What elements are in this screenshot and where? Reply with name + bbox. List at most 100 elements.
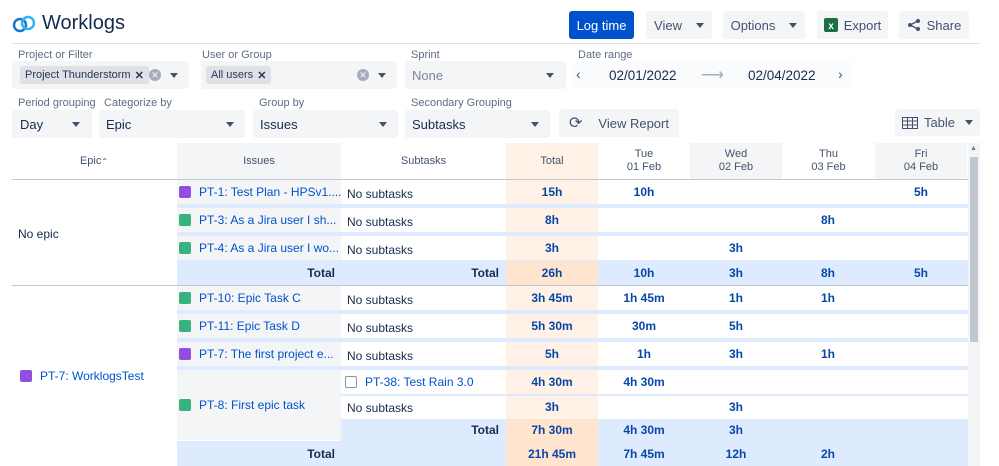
share-button-label: Share xyxy=(926,17,962,33)
table-row-issue[interactable]: PT-11: Epic Task D xyxy=(177,314,341,338)
day-cell xyxy=(875,314,967,338)
secondary-grouping-select[interactable]: Subtasks xyxy=(405,110,550,138)
prev-period-icon[interactable]: ‹ xyxy=(576,66,581,82)
group-by-select[interactable]: Issues xyxy=(253,110,398,138)
issue-link[interactable]: PT-4: As a Jira user I wo... xyxy=(199,241,340,255)
epic-link[interactable]: PT-7: WorklogsTest xyxy=(40,369,144,383)
chevron-down-icon xyxy=(379,122,387,127)
epic-type-icon xyxy=(179,348,191,360)
day-cell xyxy=(875,395,967,419)
row-separator xyxy=(177,338,968,342)
row-separator xyxy=(177,366,968,370)
table-row-issue[interactable]: PT-1: Test Plan - HPSv1.... xyxy=(177,180,341,204)
clear-icon[interactable]: ✕ xyxy=(357,69,369,81)
table-row-issue[interactable]: PT-8: First epic task xyxy=(177,370,341,440)
categorize-select[interactable]: Epic xyxy=(99,110,245,138)
table-view-label: Table xyxy=(923,115,956,130)
scroll-up-icon[interactable]: ▲ xyxy=(970,145,977,152)
next-period-icon[interactable]: › xyxy=(838,66,843,82)
day-cell: 30m xyxy=(631,319,657,333)
col-header-total[interactable]: Total xyxy=(540,154,564,167)
header-divider xyxy=(12,43,980,44)
day-cell xyxy=(690,370,782,394)
share-icon xyxy=(907,19,920,31)
clear-icon[interactable]: ✕ xyxy=(149,69,161,81)
date-to[interactable]: 02/04/2022 xyxy=(748,68,816,83)
sprint-filter-label: Sprint xyxy=(411,49,440,61)
options-button-label: Options xyxy=(730,17,776,33)
col-header-day[interactable]: Fri 04 Feb xyxy=(875,143,967,179)
day-date: 04 Feb xyxy=(903,161,939,173)
view-button[interactable]: View xyxy=(646,11,712,39)
subtask-type-icon xyxy=(345,376,357,388)
subtask-link[interactable]: PT-38: Test Rain 3.0 xyxy=(365,375,474,389)
epic-cell[interactable]: PT-7: WorklogsTest xyxy=(12,366,176,386)
table-row-issue[interactable]: PT-4: As a Jira user I wo... xyxy=(177,236,341,260)
chevron-down-icon xyxy=(695,22,704,28)
subtask-cell: No subtasks xyxy=(347,215,414,229)
issue-link[interactable]: PT-8: First epic task xyxy=(199,398,306,412)
log-time-button[interactable]: Log time xyxy=(569,11,634,39)
col-header-epic[interactable]: Epic⌃ xyxy=(12,143,176,179)
export-button[interactable]: x Export xyxy=(817,11,888,39)
table-row-issue[interactable]: PT-3: As a Jira user I sh... xyxy=(177,208,341,232)
chevron-down-icon xyxy=(170,73,178,78)
scrollbar-thumb[interactable] xyxy=(970,157,978,342)
col-header-issues[interactable]: Issues xyxy=(243,154,275,167)
issue-link[interactable]: PT-3: As a Jira user I sh... xyxy=(199,213,337,227)
period-grouping-select[interactable]: Day xyxy=(12,110,92,138)
chevron-down-icon xyxy=(72,122,80,127)
table-row-issue[interactable]: PT-10: Epic Task C xyxy=(177,286,341,310)
col-header-day[interactable]: Wed 02 Feb xyxy=(690,143,782,179)
total-cell: 5h xyxy=(544,347,559,361)
col-header-day[interactable]: Thu 03 Feb xyxy=(782,143,875,179)
share-button[interactable]: Share xyxy=(899,11,969,39)
day-date: 02 Feb xyxy=(718,161,754,173)
total-cell: 15h xyxy=(541,185,563,199)
table-row-issue[interactable]: PT-7: The first project e... xyxy=(177,342,341,366)
categorize-value: Epic xyxy=(106,116,132,132)
export-button-label: Export xyxy=(843,17,882,33)
issue-link[interactable]: PT-11: Epic Task D xyxy=(199,319,300,333)
day-cell xyxy=(875,342,967,366)
view-report-label: View Report xyxy=(598,115,669,131)
day-cell: 3h xyxy=(728,347,743,361)
table-view-button[interactable]: Table xyxy=(895,109,980,136)
story-type-icon xyxy=(179,242,191,254)
remove-tag-icon[interactable]: ✕ xyxy=(257,69,267,82)
col-header-day[interactable]: Tue 01 Feb xyxy=(598,143,690,179)
subtotal-day-cell xyxy=(782,419,874,441)
project-filter-select[interactable]: Project Thunderstorm ✕ ✕ xyxy=(12,61,189,89)
period-value: Day xyxy=(20,116,44,132)
day-cell: 1h xyxy=(820,347,835,361)
user-filter-select[interactable]: All users ✕ ✕ xyxy=(201,61,397,89)
issue-link[interactable]: PT-10: Epic Task C xyxy=(199,291,301,305)
story-type-icon xyxy=(179,214,191,226)
day-date: 03 Feb xyxy=(811,161,846,173)
issue-link[interactable]: PT-7: The first project e... xyxy=(199,347,334,361)
day-cell: 3h xyxy=(728,241,743,255)
issues-total-label: Total xyxy=(307,266,335,280)
date-from[interactable]: 02/01/2022 xyxy=(609,68,677,83)
worklogs-logo-icon xyxy=(12,15,36,33)
group-by-value: Issues xyxy=(260,116,298,132)
day-dow: Thu xyxy=(819,148,838,160)
subtask-cell: No subtasks xyxy=(347,187,414,201)
view-report-button[interactable]: ⟳ View Report xyxy=(559,109,679,137)
subtask-link-row[interactable]: PT-38: Test Rain 3.0 xyxy=(341,370,506,394)
table-divider xyxy=(12,179,968,180)
col-header-subtasks[interactable]: Subtasks xyxy=(400,154,447,167)
chevron-down-icon xyxy=(789,22,798,28)
options-button[interactable]: Options xyxy=(723,11,805,39)
project-filter-label: Project or Filter xyxy=(18,49,93,61)
sprint-filter-select[interactable]: None xyxy=(405,61,566,89)
remove-tag-icon[interactable]: ✕ xyxy=(134,69,144,82)
excel-icon: x xyxy=(823,18,838,32)
issue-cell-bg xyxy=(177,180,341,204)
day-dow: Fri xyxy=(914,148,928,160)
refresh-icon: ⟳ xyxy=(569,115,583,132)
day-cell: 5h xyxy=(913,185,928,199)
issue-link[interactable]: PT-1: Test Plan - HPSv1.... xyxy=(199,185,341,199)
wed-header-bg xyxy=(690,143,782,179)
arrow-right-icon: ⟶ xyxy=(701,67,724,84)
